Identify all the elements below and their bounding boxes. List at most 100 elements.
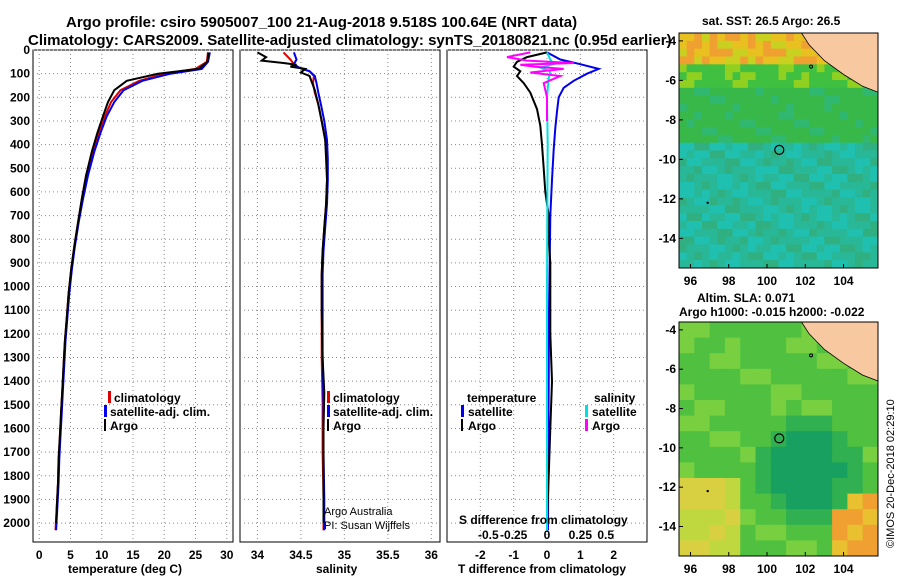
- sst-map-cell: [816, 87, 825, 97]
- sst-map-cell: [832, 158, 841, 167]
- sst-map-ytick-label: -6: [665, 73, 676, 87]
- sla-map-cell: [770, 540, 787, 557]
- sst-map-cell: [862, 197, 871, 206]
- sst-map-cell: [717, 205, 726, 214]
- sst-map-cell: [816, 127, 825, 136]
- sla-map-cell: [786, 337, 802, 354]
- sst-map-cell: [709, 56, 718, 65]
- sla-map-cell: [847, 540, 864, 557]
- sst-map-cell: [786, 48, 795, 57]
- sla-map-cell: [816, 524, 833, 541]
- sst-map-cell: [686, 87, 695, 97]
- sst-map-cell: [786, 166, 795, 175]
- sst-map-cell: [839, 142, 848, 151]
- sst-map-cell: [709, 127, 718, 136]
- sst-map-cell: [701, 181, 711, 191]
- sst-map-cell: [801, 181, 810, 191]
- sst-map-cell: [847, 134, 856, 144]
- sst-map-cell: [778, 33, 787, 42]
- sla-map-cell: [847, 493, 864, 510]
- pressure-tick-label: 400: [10, 138, 30, 152]
- difference-series-s-satellite: [536, 51, 556, 531]
- sst-map-cell: [770, 174, 779, 183]
- sst-map-cell: [816, 64, 825, 73]
- sst-map-cell: [686, 95, 695, 104]
- sst-map-cell: [801, 205, 810, 214]
- sst-map-cell: [724, 181, 734, 191]
- sst-map-cell: [679, 244, 688, 253]
- sla-map-cell: [816, 368, 833, 385]
- sla-map-cell: [801, 368, 818, 385]
- sst-map-cell: [732, 127, 741, 136]
- sst-map-cell: [694, 174, 703, 183]
- sst-map-cell: [793, 142, 802, 151]
- sst-map-cell: [824, 72, 833, 81]
- sst-map-cell: [732, 213, 741, 222]
- sst-map-cell: [870, 260, 879, 269]
- sst-map-cell: [732, 80, 741, 89]
- sst-map-cell: [862, 134, 871, 144]
- sst-map-cell: [709, 205, 718, 214]
- sst-map-cell: [778, 103, 787, 112]
- sla-map-cell: [724, 384, 741, 401]
- sst-map-cell: [870, 158, 879, 167]
- sst-map-cell: [809, 142, 818, 151]
- sst-map-cell: [686, 252, 695, 261]
- sst-map-cell: [747, 158, 757, 167]
- sst-map-cell: [801, 142, 810, 151]
- pressure-tick-label: 1800: [3, 469, 30, 483]
- legend-t-argo-swatch: [461, 419, 463, 431]
- sla-map-cell: [709, 384, 726, 401]
- sla-map-cell: [816, 493, 833, 510]
- sst-map-cell: [809, 213, 818, 222]
- sla-map-cell: [786, 353, 802, 370]
- sst-map-cell: [755, 150, 764, 159]
- sst-map-cell: [694, 189, 703, 198]
- sla-map-cell: [816, 353, 833, 370]
- sst-map-cell: [778, 252, 787, 261]
- sst-map-cell: [793, 95, 802, 104]
- sst-map-cell: [724, 48, 734, 57]
- sst-map-cell: [832, 111, 841, 120]
- sst-map-cell: [701, 40, 711, 50]
- sst-map-cell: [801, 111, 810, 120]
- sla-map-cell: [786, 524, 802, 541]
- pressure-tick-label: 200: [10, 90, 30, 104]
- sst-map-cell: [747, 40, 757, 50]
- sst-map-cell: [717, 228, 726, 238]
- sst-map-cell: [701, 260, 711, 269]
- sst-map-cell: [786, 260, 795, 269]
- sst-map-cell: [724, 228, 734, 238]
- sst-map-cell: [809, 127, 818, 136]
- sst-map-cell: [832, 181, 841, 191]
- sst-map-cell: [816, 189, 825, 198]
- temperature-xtick-label: 10: [95, 548, 109, 562]
- sla-map-cell: [832, 509, 848, 526]
- sst-map-cell: [755, 127, 764, 136]
- sst-map-cell: [701, 174, 711, 183]
- sst-map-cell: [862, 236, 871, 245]
- sst-map-cell: [740, 111, 749, 120]
- sst-map-cell: [778, 40, 787, 50]
- sst-map-cell: [686, 205, 695, 214]
- sst-map-cell: [747, 33, 757, 42]
- sst-map-cell: [770, 252, 779, 261]
- sst-map-cell: [717, 64, 726, 73]
- sst-map-cell: [732, 260, 741, 269]
- sst-map-cell: [679, 134, 688, 144]
- sla-map-ytick-label: -14: [659, 520, 677, 534]
- sst-map-cell: [679, 127, 688, 136]
- sst-map-cell: [809, 228, 818, 238]
- sst-map-cell: [740, 252, 749, 261]
- sst-map-cell: [740, 40, 749, 50]
- sst-map-cell: [809, 56, 818, 65]
- sla-map-cell: [862, 462, 879, 479]
- sst-map-cell: [732, 228, 741, 238]
- sst-map-cell: [732, 142, 741, 151]
- sla-map-cell: [801, 431, 818, 448]
- temperature-xtick-label: 0: [36, 548, 43, 562]
- legend-climatology-swatch: [327, 391, 330, 403]
- sst-map-cell: [724, 174, 734, 183]
- sla-map-cell: [679, 337, 695, 354]
- sla-map-cell: [801, 353, 818, 370]
